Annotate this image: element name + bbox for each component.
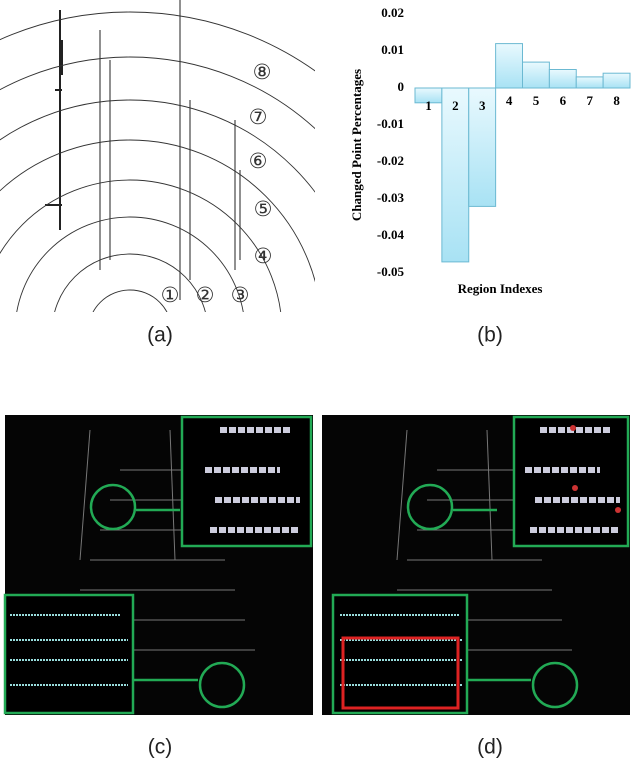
bar bbox=[441, 87, 470, 263]
x-tick-label: 7 bbox=[586, 93, 593, 108]
y-tick-label: -0.05 bbox=[377, 264, 405, 279]
region-number: ⑥ bbox=[249, 149, 268, 173]
lidar-top-view bbox=[0, 0, 315, 312]
point-cloud-view bbox=[3, 415, 313, 715]
region-number: ② bbox=[196, 283, 215, 307]
x-tick-label: 5 bbox=[533, 93, 540, 108]
region-number: ④ bbox=[254, 244, 273, 268]
region-number: ③ bbox=[231, 283, 250, 307]
y-tick-label: 0.02 bbox=[381, 5, 404, 20]
y-axis-label: Changed Point Percentages bbox=[349, 69, 364, 221]
bar bbox=[575, 76, 604, 89]
x-tick-label: 8 bbox=[613, 93, 620, 108]
panel-label: (c) bbox=[148, 736, 173, 759]
y-tick-label: -0.01 bbox=[377, 116, 404, 131]
x-tick-label: 6 bbox=[560, 93, 567, 108]
region-ring bbox=[0, 179, 282, 312]
region-number: ⑤ bbox=[254, 197, 273, 221]
y-tick-label: 0 bbox=[398, 79, 405, 94]
x-tick-label: 2 bbox=[452, 98, 459, 113]
region-ring bbox=[54, 253, 206, 312]
region-number: ⑦ bbox=[249, 105, 268, 129]
y-tick-label: -0.02 bbox=[377, 153, 404, 168]
region-ring bbox=[0, 99, 315, 193]
region-ring bbox=[0, 56, 315, 130]
panel-label: (d) bbox=[477, 736, 503, 759]
bar bbox=[548, 69, 577, 89]
region-ring bbox=[0, 11, 315, 72]
region-ring bbox=[0, 139, 315, 283]
region-number: ⑧ bbox=[253, 60, 272, 84]
region-ring bbox=[92, 289, 168, 312]
x-tick-label: 1 bbox=[425, 98, 432, 113]
bar bbox=[495, 43, 523, 89]
y-tick-label: 0.01 bbox=[381, 42, 404, 57]
bar bbox=[602, 72, 631, 89]
region-ring bbox=[16, 216, 244, 312]
point-cloud-view bbox=[322, 415, 630, 715]
region-number: ① bbox=[161, 283, 180, 307]
y-tick-label: -0.03 bbox=[377, 190, 405, 205]
x-axis-label: Region Indexes bbox=[458, 281, 543, 296]
bar-chart: 0.02 0.01 0 -0.01 -0.02 -0.03 -0.04 -0.05 1 2 3 4 5 6… bbox=[377, 5, 631, 279]
x-tick-label: 4 bbox=[506, 93, 513, 108]
panel-label: (a) bbox=[147, 324, 173, 347]
y-tick-label: -0.04 bbox=[377, 227, 405, 242]
x-tick-label: 3 bbox=[479, 98, 486, 113]
bar bbox=[468, 87, 497, 207]
bar bbox=[522, 61, 550, 89]
panel-label: (b) bbox=[477, 324, 503, 347]
